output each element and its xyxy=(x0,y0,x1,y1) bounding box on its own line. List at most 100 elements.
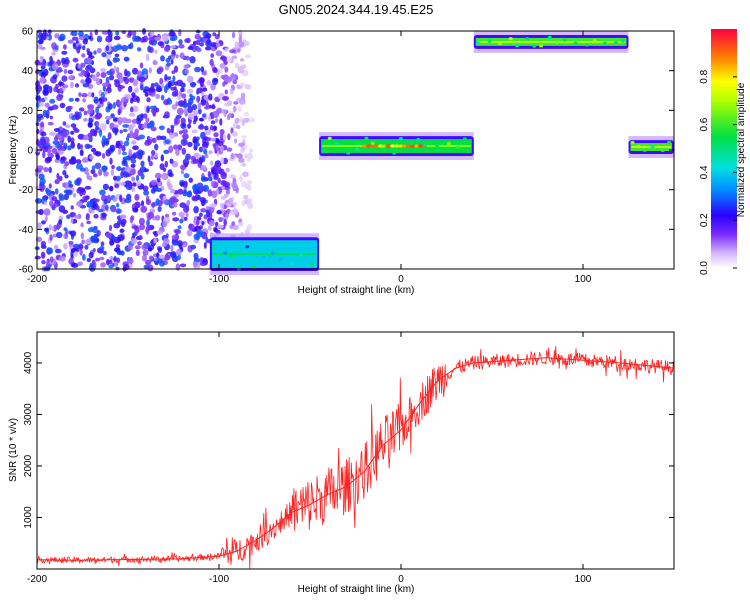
noise-dot xyxy=(55,83,59,89)
noise-dot xyxy=(134,128,140,134)
noise-dot xyxy=(207,171,211,178)
noise-dot xyxy=(234,117,240,124)
noise-dot xyxy=(82,45,86,50)
band-spot xyxy=(223,251,228,255)
noise-dot xyxy=(140,84,144,91)
noise-dot xyxy=(140,200,145,207)
noise-dot xyxy=(131,176,136,182)
spectrogram-feature-2 xyxy=(319,132,474,160)
noise-dot xyxy=(127,244,133,251)
noise-dot xyxy=(121,45,128,52)
colorbar: 0.0 0.2 0.4 0.6 0.8 Normalized spectral ampl… xyxy=(699,29,747,275)
noise-dot xyxy=(211,190,218,198)
noise-dot xyxy=(79,189,83,197)
noise-dot xyxy=(223,218,227,227)
spectrogram-y-axis-label: Frequency (Hz) xyxy=(8,116,19,185)
band-peak-dot xyxy=(366,144,372,148)
noise-dot xyxy=(79,167,86,172)
noise-dot xyxy=(36,165,44,171)
spectrogram-feature-1 xyxy=(209,233,320,275)
noise-dot xyxy=(148,160,153,167)
noise-dot xyxy=(41,260,46,265)
noise-dot xyxy=(93,50,97,55)
noise-dot xyxy=(169,158,174,164)
band-peak-dot xyxy=(418,144,424,148)
noise-dot xyxy=(36,113,44,119)
noise-dot xyxy=(244,84,252,90)
band-spot xyxy=(261,255,266,259)
noise-dot xyxy=(213,172,219,180)
noise-dot xyxy=(98,208,104,213)
noise-dot xyxy=(100,262,106,268)
noise-dot xyxy=(239,116,243,124)
spectrogram-plot-area xyxy=(34,28,674,275)
noise-dot xyxy=(77,63,81,69)
noise-dot xyxy=(43,84,49,91)
noise-dot xyxy=(46,247,54,255)
band-spot xyxy=(455,145,460,149)
noise-dot xyxy=(217,177,221,184)
noise-dot xyxy=(247,223,252,231)
noise-dot xyxy=(206,80,212,86)
noise-dot xyxy=(114,80,121,88)
noise-dot xyxy=(202,113,206,118)
noise-dot xyxy=(121,159,128,166)
noise-dot xyxy=(78,31,84,37)
noise-dot xyxy=(117,148,122,155)
noise-dot xyxy=(143,168,149,173)
noise-dot xyxy=(145,225,152,231)
noise-dot xyxy=(142,35,149,43)
noise-dot xyxy=(115,175,121,181)
noise-dot xyxy=(81,53,86,58)
noise-dot xyxy=(117,116,123,125)
noise-dot xyxy=(147,264,154,272)
noise-dot xyxy=(156,230,163,235)
noise-dot xyxy=(237,41,245,48)
noise-dot xyxy=(101,97,108,102)
noise-dot xyxy=(224,66,229,73)
noise-dot xyxy=(73,250,78,257)
noise-dot xyxy=(197,124,205,130)
noise-dot xyxy=(188,177,193,183)
noise-dot xyxy=(201,221,205,226)
noise-dot xyxy=(153,238,157,244)
band-spot xyxy=(327,136,332,140)
noise-dot xyxy=(38,208,44,216)
noise-dot xyxy=(123,56,130,62)
noise-dot xyxy=(195,29,201,34)
noise-dot xyxy=(136,96,140,104)
noise-dot xyxy=(105,45,109,52)
noise-dot xyxy=(198,186,204,192)
band-spot xyxy=(446,141,451,146)
noise-dot xyxy=(209,58,214,66)
noise-dot xyxy=(107,103,113,110)
noise-dot xyxy=(155,198,160,206)
noise-dot xyxy=(150,154,154,160)
noise-dot xyxy=(219,133,224,141)
noise-dot xyxy=(147,211,155,219)
noise-dot xyxy=(192,196,199,202)
noise-dot xyxy=(203,149,208,155)
noise-dot xyxy=(43,201,48,206)
noise-dot xyxy=(185,212,189,217)
noise-dot xyxy=(81,93,88,98)
noise-dot xyxy=(119,228,125,233)
noise-dot xyxy=(195,39,201,46)
noise-dot xyxy=(246,152,254,160)
noise-dot xyxy=(115,30,120,36)
noise-dot xyxy=(169,251,177,258)
noise-dot xyxy=(84,240,88,246)
colorbar-tick-label: 0.6 xyxy=(699,117,710,131)
noise-dot xyxy=(35,198,43,204)
noise-dot xyxy=(231,221,236,226)
noise-dot xyxy=(159,163,165,171)
noise-dot xyxy=(161,35,169,42)
noise-dot xyxy=(210,53,214,58)
noise-dot xyxy=(95,151,102,157)
noise-dot xyxy=(57,66,63,72)
noise-dot xyxy=(114,183,120,189)
noise-dot xyxy=(171,70,176,75)
noise-dot xyxy=(148,87,155,93)
noise-dot xyxy=(131,92,136,98)
noise-dot xyxy=(92,229,99,234)
